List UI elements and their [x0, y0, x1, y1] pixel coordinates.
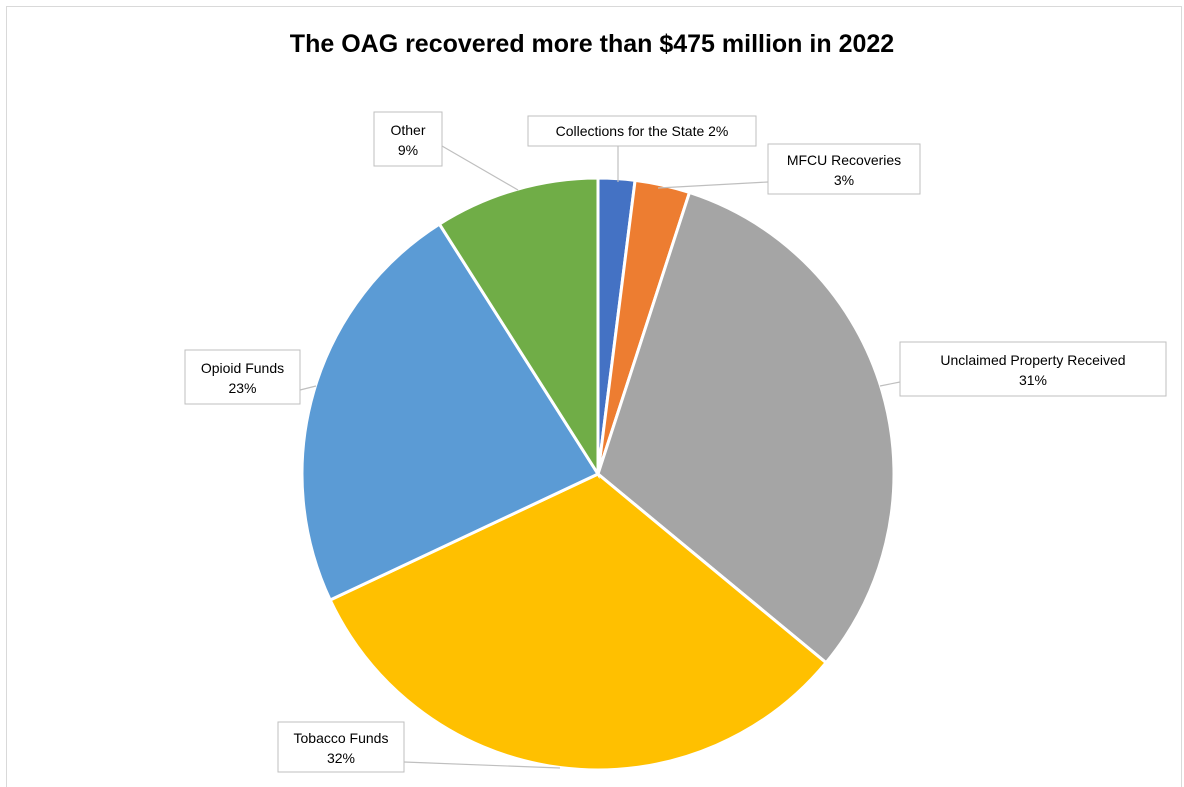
- data-label-collections-for-the-state: Collections for the State 2%: [556, 123, 729, 139]
- data-label-name-opioid-funds: Opioid Funds: [201, 360, 284, 376]
- data-label-box-mfcu-recoveries: [767, 143, 921, 195]
- data-label-value-other: 9%: [398, 142, 418, 158]
- data-label-value-opioid-funds: 23%: [228, 380, 256, 396]
- leader-line-other: [441, 145, 519, 191]
- data-label-box-tobacco-funds: [277, 721, 405, 773]
- data-label-box-other: [373, 111, 443, 167]
- leader-line-tobacco-funds: [403, 761, 561, 769]
- data-label-value-tobacco-funds: 32%: [327, 750, 355, 766]
- leader-line-unclaimed-property-received: [879, 381, 901, 387]
- pie-slice-other: [437, 176, 600, 480]
- data-label-name-other: Other: [390, 122, 425, 138]
- leader-line-mfcu-recoveries: [657, 181, 769, 189]
- data-label-name-unclaimed-property-received: Unclaimed Property Received: [940, 352, 1125, 368]
- data-label-name-tobacco-funds: Tobacco Funds: [294, 730, 389, 746]
- pie-slice-tobacco-funds: [328, 472, 829, 772]
- data-label-value-mfcu-recoveries: 3%: [834, 172, 854, 188]
- data-label-box-unclaimed-property-received: [899, 341, 1167, 397]
- data-label-box-opioid-funds: [184, 349, 301, 405]
- data-label-name-mfcu-recoveries: MFCU Recoveries: [787, 152, 901, 168]
- leader-line-opioid-funds: [299, 385, 317, 391]
- pie-slice-unclaimed-property-received: [596, 190, 896, 665]
- chart-title: The OAG recovered more than $475 million…: [289, 30, 895, 58]
- pie-slice-opioid-funds: [300, 222, 601, 603]
- data-label-value-unclaimed-property-received: 31%: [1019, 372, 1047, 388]
- data-label-box-collections-for-the-state: [527, 115, 757, 147]
